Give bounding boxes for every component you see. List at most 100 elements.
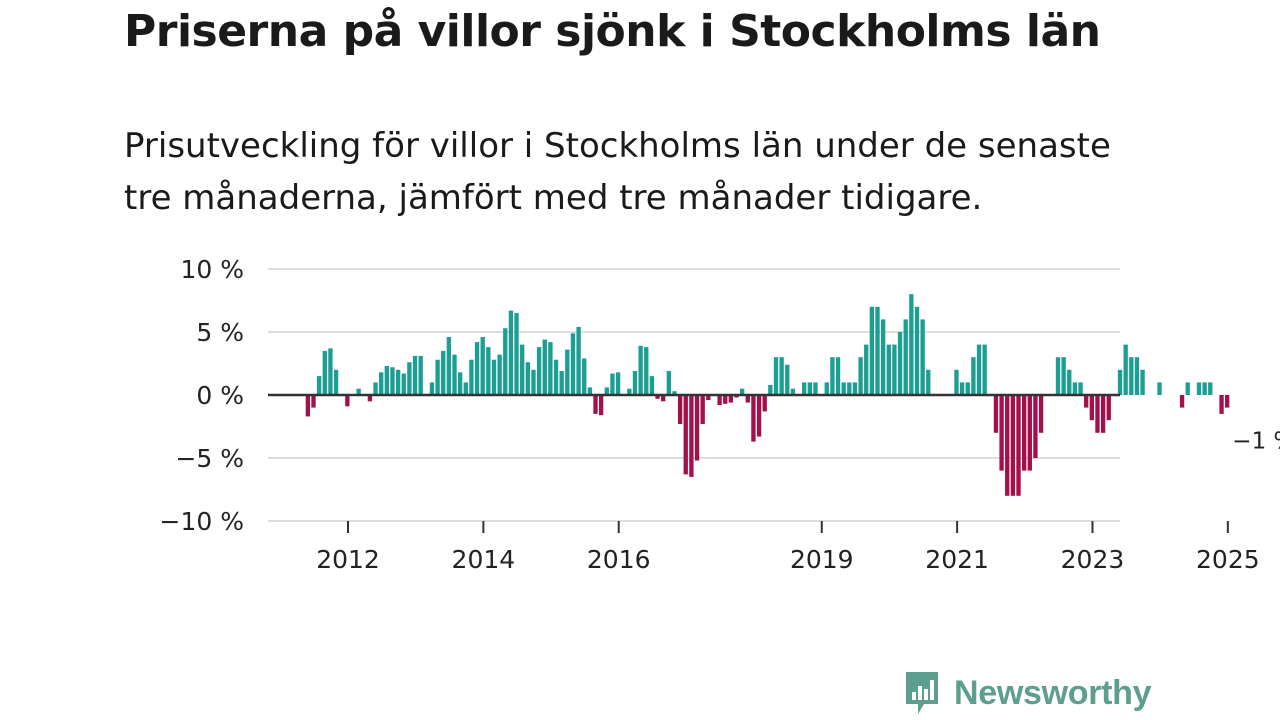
bar bbox=[333, 369, 339, 395]
bar bbox=[536, 347, 542, 395]
bar bbox=[435, 359, 440, 395]
bar bbox=[593, 395, 598, 414]
bar bbox=[751, 395, 756, 442]
bar bbox=[897, 332, 903, 395]
bar bbox=[779, 357, 784, 395]
bar bbox=[441, 350, 446, 395]
bar bbox=[469, 359, 474, 395]
bar bbox=[926, 369, 931, 395]
bar bbox=[1095, 395, 1100, 433]
bar bbox=[813, 382, 818, 395]
bar bbox=[514, 313, 519, 395]
bar bbox=[666, 371, 671, 395]
bar bbox=[993, 395, 999, 433]
bar bbox=[457, 372, 463, 395]
bar bbox=[446, 337, 452, 395]
bar bbox=[497, 354, 502, 395]
x-axis-ticks: 2012 2014 2016 2019 2021 2023 2025 bbox=[316, 521, 1260, 574]
bar bbox=[1140, 369, 1145, 395]
x-tick-label: 2012 bbox=[316, 545, 380, 574]
chart-subtitle: Prisutveckling för villor i Stockholms l… bbox=[124, 126, 1111, 218]
bar bbox=[525, 362, 530, 395]
x-tick-label: 2016 bbox=[587, 545, 651, 574]
bar bbox=[373, 382, 378, 395]
bar bbox=[1021, 395, 1027, 471]
bar bbox=[734, 395, 739, 398]
bar bbox=[892, 344, 897, 395]
bar bbox=[728, 395, 734, 403]
bar bbox=[1061, 357, 1066, 395]
y-tick-label: −10 % bbox=[160, 507, 244, 536]
bar bbox=[683, 395, 688, 475]
bar bbox=[971, 357, 976, 395]
bar bbox=[508, 310, 514, 395]
bar bbox=[587, 387, 593, 395]
bar bbox=[491, 359, 497, 395]
gridlines bbox=[268, 268, 1120, 459]
newsworthy-logo-text: Newsworthy bbox=[954, 673, 1152, 712]
bar bbox=[356, 388, 361, 395]
bar bbox=[1067, 369, 1072, 395]
bar bbox=[486, 347, 491, 395]
bar bbox=[739, 388, 745, 395]
bar bbox=[429, 382, 435, 395]
bar bbox=[418, 355, 423, 395]
bar bbox=[920, 319, 925, 395]
y-tick-label: 5 % bbox=[196, 318, 244, 347]
bar bbox=[1100, 395, 1106, 433]
bar bbox=[869, 306, 875, 395]
bar bbox=[311, 395, 316, 408]
bar bbox=[520, 344, 525, 395]
bar bbox=[1123, 344, 1128, 395]
bar bbox=[880, 319, 886, 395]
bar bbox=[379, 372, 384, 395]
bar bbox=[305, 395, 311, 417]
bar bbox=[1225, 395, 1230, 408]
bar-chart: 10 % 5 % 0 % −5 % −10 % 2012 2014 2016 2019 2021… bbox=[160, 255, 1280, 574]
bar bbox=[328, 348, 333, 395]
bar bbox=[858, 357, 863, 395]
bar bbox=[1202, 382, 1207, 395]
bar bbox=[700, 395, 705, 424]
bar bbox=[565, 349, 570, 395]
y-tick-label: 0 % bbox=[196, 381, 244, 410]
bar bbox=[824, 382, 829, 395]
bar bbox=[723, 395, 728, 404]
bar bbox=[395, 369, 401, 395]
bar bbox=[672, 391, 677, 395]
bar bbox=[1016, 395, 1021, 496]
bar bbox=[768, 384, 773, 395]
bar bbox=[632, 371, 638, 395]
bar bbox=[1196, 382, 1202, 395]
bar bbox=[649, 376, 655, 395]
bar bbox=[830, 357, 835, 395]
bar bbox=[1055, 357, 1061, 395]
bar bbox=[1179, 395, 1185, 408]
x-tick-label: 2014 bbox=[452, 545, 516, 574]
bar bbox=[886, 344, 891, 395]
bar bbox=[1027, 395, 1032, 471]
bar bbox=[644, 347, 649, 395]
y-tick-label: 10 % bbox=[180, 255, 244, 284]
bar bbox=[717, 395, 722, 406]
bar bbox=[1010, 395, 1016, 496]
bar bbox=[531, 369, 536, 395]
bar bbox=[756, 395, 762, 437]
bar bbox=[638, 345, 643, 395]
bar bbox=[655, 395, 660, 399]
y-axis-ticks: 10 % 5 % 0 % −5 % −10 % bbox=[160, 255, 244, 536]
bar bbox=[390, 367, 395, 395]
bar bbox=[976, 344, 982, 395]
bar bbox=[847, 382, 852, 395]
bar bbox=[954, 369, 959, 395]
bar bbox=[1072, 382, 1078, 395]
bar bbox=[1084, 395, 1089, 408]
bar bbox=[1129, 357, 1134, 395]
bar bbox=[959, 382, 965, 395]
bar bbox=[1219, 395, 1224, 414]
bar bbox=[903, 319, 908, 395]
bar bbox=[802, 382, 807, 395]
bar bbox=[615, 372, 621, 395]
bar bbox=[463, 382, 468, 395]
bar bbox=[1117, 369, 1123, 395]
